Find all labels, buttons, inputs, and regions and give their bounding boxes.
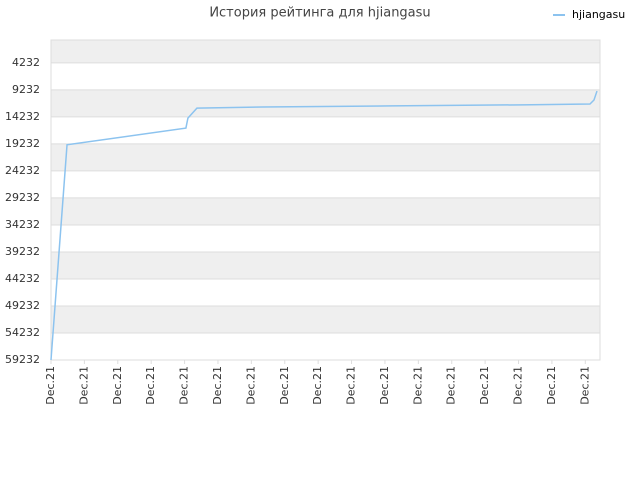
y-tick-label: 54232 [5,326,40,339]
y-tick-label: 4232 [12,56,40,69]
grid-band [51,40,600,63]
grid-band [51,89,600,117]
x-tick-label: Dec.21 [178,366,191,405]
y-tick-label: 29232 [5,191,40,204]
grid-band [51,332,600,360]
grid-band [51,251,600,279]
x-tick-label: Dec.21 [144,366,157,405]
y-tick-label: 59232 [5,353,40,366]
grid-band [51,278,600,306]
x-tick-label: Dec.21 [545,366,558,405]
x-tick-label: Dec.21 [311,366,324,405]
line [50,90,598,361]
y-tick-label: 24232 [5,164,40,177]
grid-band [51,224,600,252]
x-tick-label: Dec.21 [445,366,458,405]
x-tick-label: Dec.21 [345,366,358,405]
x-tick-label: Dec.21 [411,366,424,405]
grid-band [51,305,600,333]
legend-label: hjiangasu [572,8,625,21]
y-tick-label: 44232 [5,272,40,285]
y-tick-label: 19232 [5,137,40,150]
grid-band [51,143,600,171]
y-tick-label: 9232 [12,83,40,96]
x-tick-label: Dec.21 [211,366,224,405]
x-tick-label: Dec.21 [111,366,124,405]
x-tick-label: Dec.21 [278,366,291,405]
grid-band [51,170,600,198]
y-tick-label: 34232 [5,218,40,231]
x-tick-label: Dec.21 [478,366,491,405]
x-tick-label: Dec.21 [512,366,525,405]
x-tick-label: Dec.21 [244,366,257,405]
x-tick-label: Dec.21 [44,366,57,405]
x-tick-label: Dec.21 [578,366,591,405]
x-tick-label: Dec.21 [77,366,90,405]
x-tick-label: Dec.21 [378,366,391,405]
chart-title: История рейтинга для hjiangasu [209,6,430,21]
plot-border [50,39,601,361]
grid-band [51,62,600,90]
y-tick-label: 49232 [5,299,40,312]
y-tick-label: 39232 [5,245,40,258]
y-tick-label: 14232 [5,110,40,123]
grid-band [51,197,600,225]
grid-band [51,116,600,144]
